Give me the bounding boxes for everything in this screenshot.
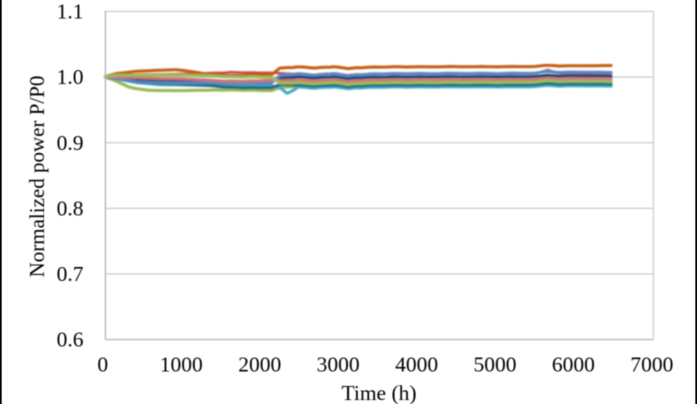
svg-text:0.9: 0.9 xyxy=(57,131,84,155)
svg-text:5000: 5000 xyxy=(474,352,517,376)
svg-text:Time (h): Time (h) xyxy=(341,381,416,404)
svg-text:1000: 1000 xyxy=(160,352,203,376)
svg-text:3000: 3000 xyxy=(317,352,360,376)
svg-text:1.0: 1.0 xyxy=(57,65,84,89)
svg-text:Normalized power P/P0: Normalized power P/P0 xyxy=(25,76,49,278)
svg-text:2000: 2000 xyxy=(238,352,281,376)
svg-text:0: 0 xyxy=(97,352,108,376)
svg-text:1.1: 1.1 xyxy=(57,0,84,24)
svg-text:7000: 7000 xyxy=(630,352,673,376)
svg-text:6000: 6000 xyxy=(552,352,595,376)
svg-text:0.6: 0.6 xyxy=(57,328,84,352)
svg-text:0.8: 0.8 xyxy=(57,196,84,220)
svg-text:0.7: 0.7 xyxy=(57,262,84,286)
svg-text:4000: 4000 xyxy=(395,352,438,376)
